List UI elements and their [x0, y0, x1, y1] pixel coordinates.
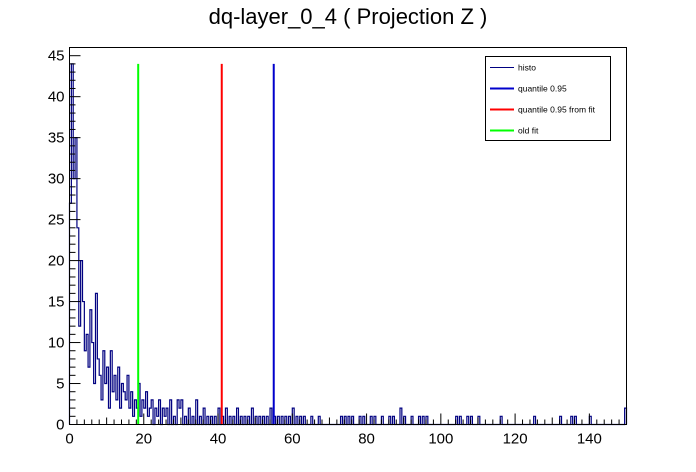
y-tick-label: 0 — [56, 417, 64, 434]
x-tick-label: 120 — [503, 431, 528, 448]
histogram-bin — [116, 400, 118, 425]
y-tick-label: 30 — [48, 171, 65, 188]
y-tick-label: 45 — [48, 48, 65, 65]
y-tick-label: 25 — [48, 212, 65, 229]
legend-box — [485, 56, 611, 141]
marker-lines — [137, 63, 275, 425]
histogram-bin — [101, 400, 103, 425]
x-tick-label: 60 — [284, 431, 301, 448]
y-tick-label: 5 — [56, 376, 64, 393]
x-tick-label: 100 — [428, 431, 453, 448]
histogram-bin — [84, 351, 86, 425]
histogram-bin — [108, 408, 110, 424]
x-tick-label: 140 — [577, 431, 602, 448]
legend: histo quantile 0.95 quantile 0.95 from fit… — [485, 56, 611, 141]
legend-label: histo — [518, 63, 536, 73]
histogram-bin — [133, 416, 135, 424]
x-tick-label: 80 — [358, 431, 375, 448]
x-tick-label: 40 — [210, 431, 227, 448]
y-tick-label: 20 — [48, 253, 65, 270]
histogram-bin — [88, 367, 90, 424]
y-axis: 0 5 10 15 20 25 30 35 40 45 — [48, 47, 81, 434]
legend-label: quantile 0.95 from fit — [518, 105, 596, 115]
y-tick-label: 35 — [48, 130, 65, 147]
y-tick-label: 40 — [48, 89, 65, 106]
chart-title: dq-layer_0_4 ( Projection Z ) — [209, 4, 488, 29]
legend-label: quantile 0.95 — [518, 84, 567, 94]
legend-label: old fit — [518, 126, 539, 136]
y-tick-label: 15 — [48, 294, 65, 311]
histogram-bin — [125, 400, 127, 425]
histogram-bin — [94, 384, 96, 425]
histogram-bin — [79, 326, 81, 424]
x-axis: 0 20 40 60 80 100 120 140 — [65, 413, 627, 448]
histogram-bin — [140, 416, 142, 424]
x-tick-label: 20 — [135, 431, 152, 448]
y-tick-label: 10 — [48, 335, 65, 352]
x-tick-label: 0 — [65, 431, 73, 448]
histogram-bin — [147, 416, 149, 424]
